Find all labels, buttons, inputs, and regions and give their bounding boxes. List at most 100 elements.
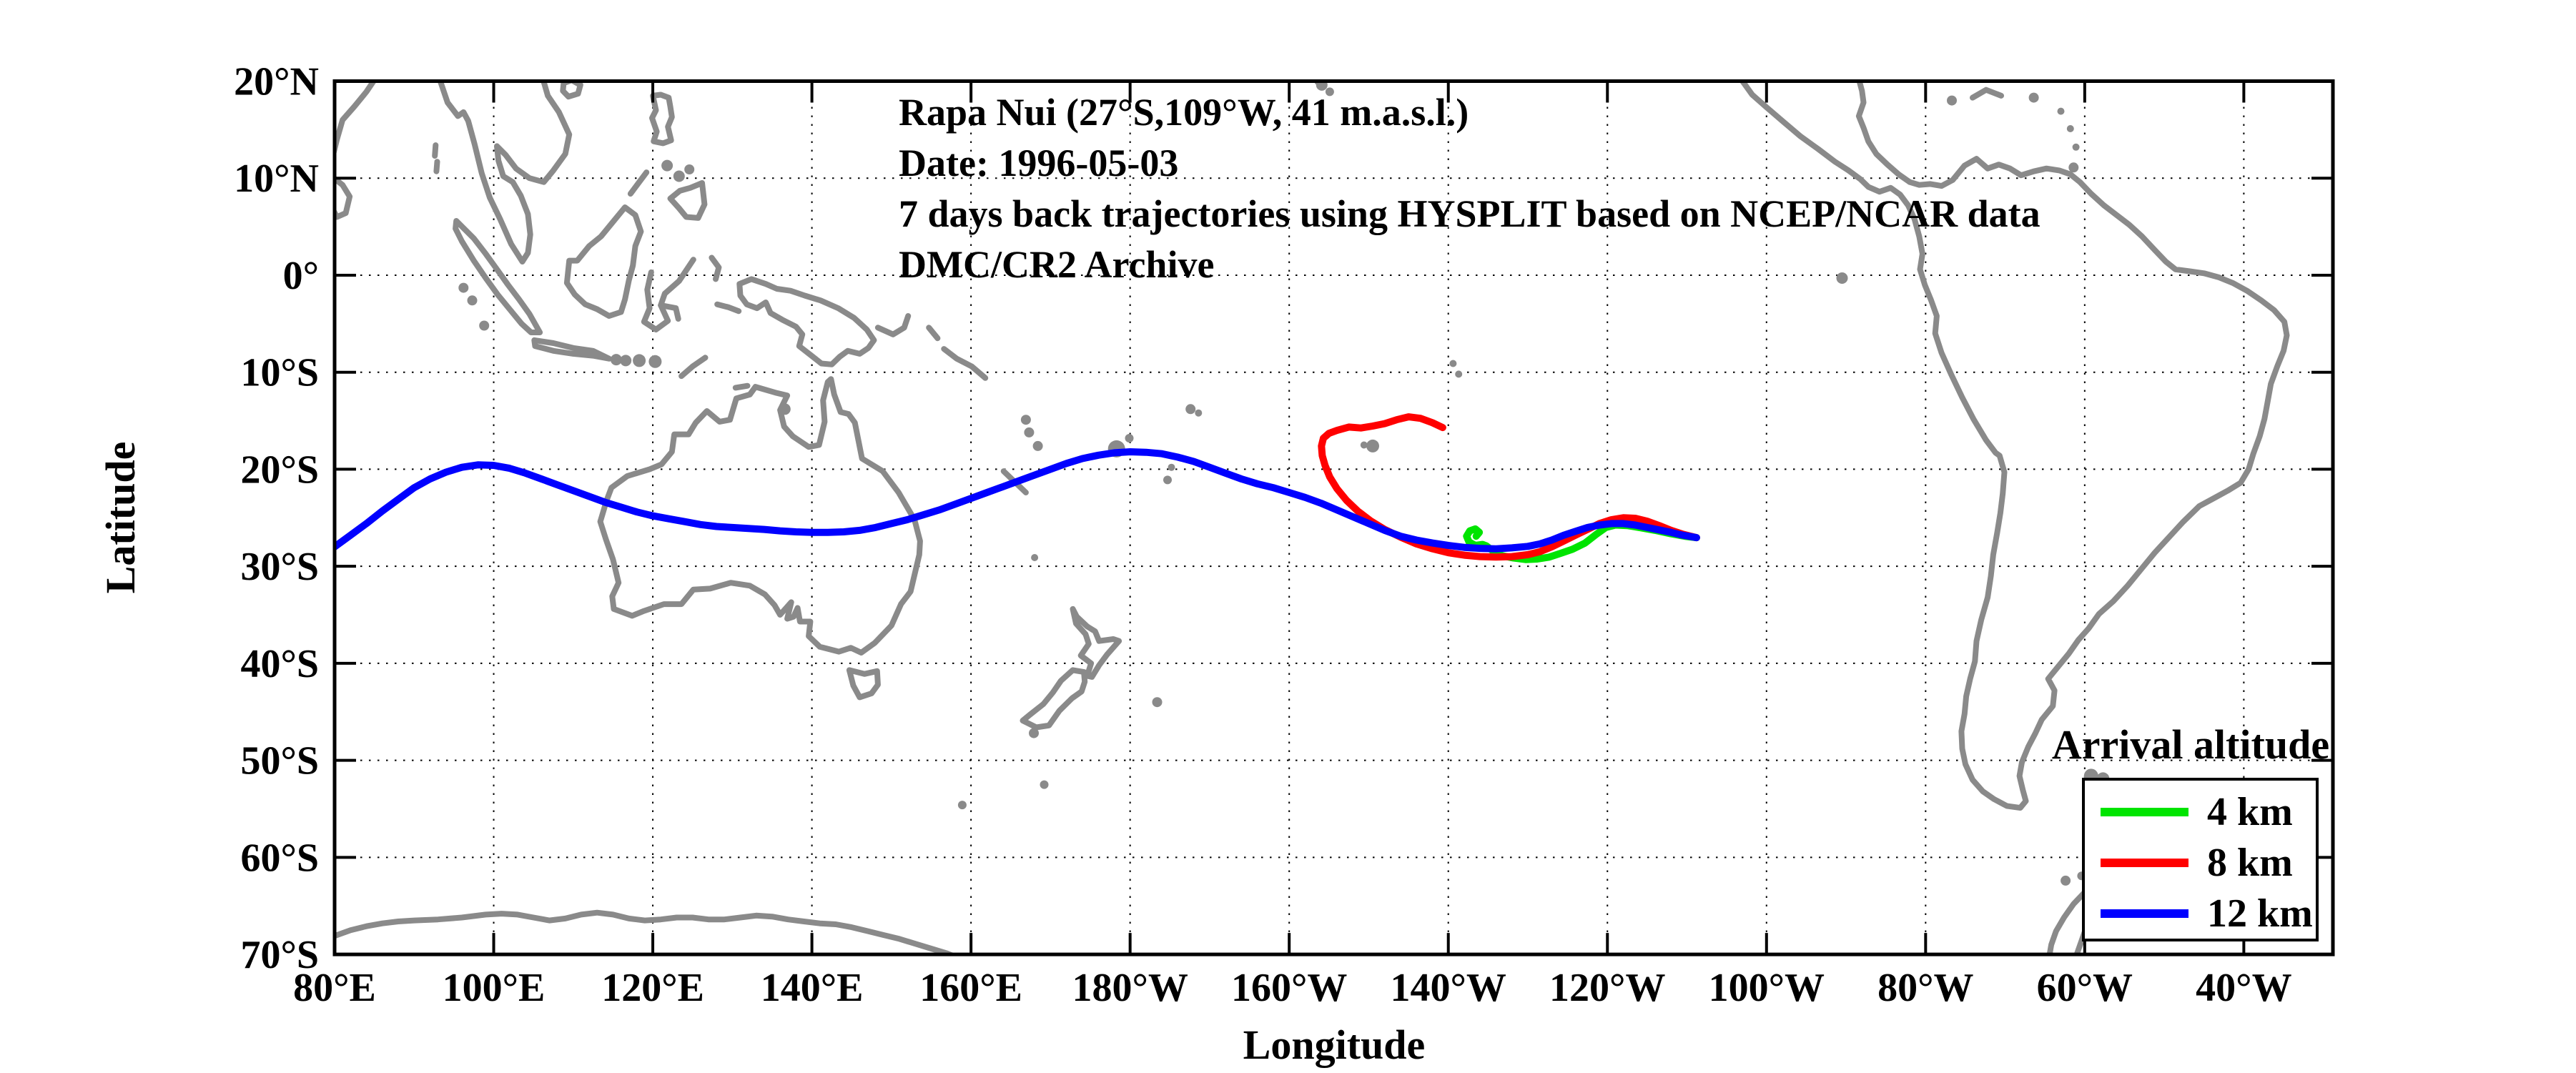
island-macquarie-island xyxy=(957,801,967,810)
coastline-melville-island xyxy=(732,382,751,391)
y-tick-label-30°S: 30°S xyxy=(240,545,319,589)
annotation-date: Date: 1996-05-03 xyxy=(899,142,1179,184)
island-vanuatu-3 xyxy=(1032,440,1043,451)
island-nias xyxy=(458,282,469,293)
annotation-archive: DMC/CR2 Archive xyxy=(899,243,1215,286)
annotation-method: 7 days back trajectories using HYSPLIT b… xyxy=(899,192,2040,235)
coastline-luzon xyxy=(649,92,675,147)
x-tick-label-140°E: 140°E xyxy=(761,966,864,1010)
coastline-java xyxy=(531,337,612,362)
x-tick-label-80°W: 80°W xyxy=(1877,966,1973,1010)
island-lombok xyxy=(620,355,632,367)
island-tahiti xyxy=(1366,439,1379,453)
coastline-mindanao xyxy=(667,180,708,221)
plot-annotation-block: Rapa Nui (27°S,109°W, 41 m.a.s.l.) Date:… xyxy=(899,87,2040,290)
legend-item-12km: 12 km xyxy=(2085,891,2316,936)
coastline-se-asia-mainland xyxy=(437,81,573,264)
legend-item-8km: 8 km xyxy=(2085,841,2316,885)
y-tick-label-10°N: 10°N xyxy=(234,157,319,201)
trajectory-8km xyxy=(1318,413,1700,561)
island-marquesas-2 xyxy=(1455,370,1463,378)
coastline-americas-coast xyxy=(1739,81,2290,811)
x-tick-label-160°W: 160°W xyxy=(1231,966,1347,1010)
island-chatham-island xyxy=(1152,697,1163,708)
island-vanuatu-1 xyxy=(1020,415,1031,425)
coastline-antarctica-coast xyxy=(335,909,957,955)
trajectory-12km xyxy=(335,448,1700,553)
coastline-andaman-2 xyxy=(433,159,440,174)
coastline-seram xyxy=(714,301,742,315)
island-visayas-2 xyxy=(673,170,685,182)
y-tick-label-50°S: 50°S xyxy=(240,739,319,783)
coastline-sumatra xyxy=(453,218,543,335)
legend-swatch-8km xyxy=(2101,859,2188,867)
plot-border xyxy=(332,79,2335,956)
legend-label-4km: 4 km xyxy=(2207,790,2293,834)
coastline-palawan xyxy=(627,169,650,197)
x-tick-label-100°W: 100°W xyxy=(1709,966,1825,1010)
x-tick-label-180°W: 180°W xyxy=(1072,966,1188,1010)
island-fiji-2 xyxy=(1125,434,1134,442)
island-puerto-rico xyxy=(2028,92,2039,103)
coastline-nz-north-island xyxy=(1070,605,1122,680)
island-tonga-1 xyxy=(1163,475,1172,485)
island-enggano xyxy=(479,320,490,331)
legend-label-8km: 8 km xyxy=(2207,841,2293,885)
island-vanuatu-2 xyxy=(1024,427,1035,437)
island-samoa-2 xyxy=(1195,409,1203,417)
coastline-india-east-coast xyxy=(335,81,377,155)
island-tonga-2 xyxy=(1168,463,1175,471)
x-tick-label-120°W: 120°W xyxy=(1549,966,1665,1010)
legend-box: 4 km 8 km 12 km xyxy=(2082,778,2319,941)
island-bali xyxy=(610,354,622,366)
island-hawaii-2 xyxy=(1316,81,1328,91)
island-antilles-1 xyxy=(2057,107,2065,115)
island-marquesas-1 xyxy=(1449,360,1457,367)
x-axis-title: Longitude xyxy=(1243,1022,1426,1068)
y-tick-label-0°: 0° xyxy=(283,254,319,298)
y-tick-label-20°N: 20°N xyxy=(234,60,319,104)
x-tick-label-100°E: 100°E xyxy=(443,966,546,1010)
legend-swatch-12km xyxy=(2101,909,2188,918)
y-tick-label-10°S: 10°S xyxy=(240,351,319,395)
coastline-new-britain xyxy=(874,313,912,337)
island-stewart-island xyxy=(1029,728,1039,738)
island-norfolk xyxy=(1031,554,1039,561)
coastline-borneo xyxy=(563,204,644,319)
y-tick-label-40°S: 40°S xyxy=(240,642,319,686)
coastline-bougainville xyxy=(926,325,941,342)
island-antilles-3 xyxy=(2072,143,2080,151)
legend-label-12km: 12 km xyxy=(2207,891,2313,936)
x-tick-label-60°W: 60°W xyxy=(2037,966,2133,1010)
y-axis-title: Latitude xyxy=(97,441,144,594)
y-tick-label-60°S: 60°S xyxy=(240,836,319,880)
coastline-tasmania xyxy=(846,667,881,701)
island-jamaica xyxy=(1947,95,1957,106)
island-groote xyxy=(779,403,791,415)
island-visayas-1 xyxy=(661,159,673,172)
coastlines-layer xyxy=(335,81,2290,955)
island-campbell-island xyxy=(1040,780,1049,789)
island-hawaii-3 xyxy=(1325,87,1334,97)
coastline-nz-south-island xyxy=(1020,667,1088,731)
island-siberut xyxy=(467,295,478,306)
coastline-australia xyxy=(597,376,923,656)
annotation-station: Rapa Nui (27°S,109°W, 41 m.a.s.l.) xyxy=(899,91,1469,134)
coastline-sri-lanka xyxy=(335,175,353,220)
island-antilles-2 xyxy=(2066,125,2074,132)
island-sumbawa xyxy=(633,354,646,367)
x-tick-label-140°W: 140°W xyxy=(1391,966,1506,1010)
x-tick-label-40°W: 40°W xyxy=(2196,966,2291,1010)
coastline-halmahera xyxy=(709,254,722,282)
coastline-hispaniola xyxy=(1970,86,2004,101)
x-tick-label-120°E: 120°E xyxy=(601,966,704,1010)
island-south-shetland-1 xyxy=(2061,875,2071,886)
x-tick-label-80°E: 80°E xyxy=(293,966,376,1010)
legend-item-4km: 4 km xyxy=(2085,790,2316,834)
coastline-timor xyxy=(678,355,709,380)
island-flores xyxy=(648,355,662,368)
island-trinidad xyxy=(2068,162,2079,173)
island-visayas-3 xyxy=(684,164,695,174)
y-tick-label-70°S: 70°S xyxy=(240,933,319,977)
